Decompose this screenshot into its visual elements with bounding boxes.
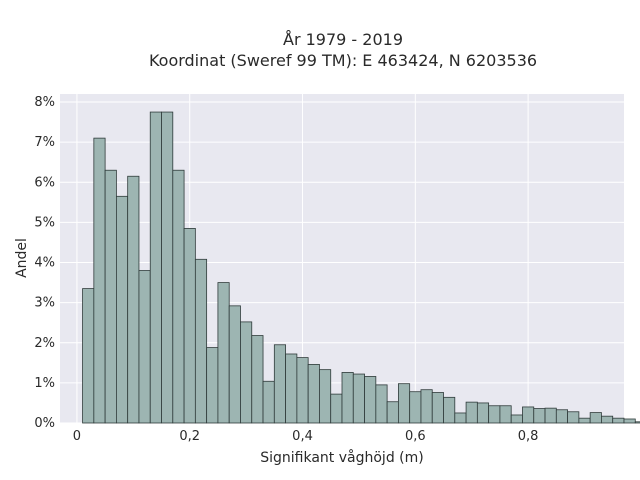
x-tick-label: 0,6 [405, 429, 426, 444]
chart-title-line1: År 1979 - 2019 [283, 30, 403, 49]
histogram-bar [488, 405, 501, 424]
histogram-bar [555, 409, 569, 424]
histogram-bar [634, 421, 640, 424]
histogram-bar [409, 391, 422, 424]
y-axis-ticks: 0% 1% 2% 3% 4% 5% 6% 7% 8% [34, 95, 55, 431]
histogram-bar [194, 258, 208, 424]
histogram-bar [454, 412, 467, 424]
histogram-bar [183, 228, 196, 424]
histogram-bars [82, 111, 640, 424]
histogram-bar [397, 383, 411, 424]
histogram-bar [228, 305, 241, 424]
histogram-bar [612, 417, 625, 424]
histogram-bar [364, 376, 377, 424]
histogram-bar [352, 373, 365, 424]
histogram-bar [499, 405, 512, 424]
histogram-bar [465, 401, 478, 424]
x-axis-ticks: 0 0,2 0,4 0,6 0,8 [73, 429, 539, 444]
y-tick-label: 6% [34, 175, 55, 190]
histogram-bar [307, 364, 320, 424]
y-tick-label: 1% [34, 376, 55, 391]
histogram-bar [533, 408, 546, 424]
histogram-bar [93, 137, 106, 424]
histogram-bar [601, 415, 614, 424]
histogram-bar [476, 402, 490, 424]
histogram-bar [623, 418, 636, 424]
histogram-bar [161, 111, 174, 424]
y-tick-label: 8% [34, 95, 55, 110]
histogram-bar [341, 372, 354, 424]
x-tick-label: 0 [73, 429, 81, 444]
y-tick-label: 3% [34, 296, 55, 311]
x-tick-label: 0,2 [179, 429, 200, 444]
histogram-bar [149, 111, 162, 424]
histogram-bar [375, 384, 388, 424]
histogram-bar [251, 335, 264, 424]
histogram-bar [510, 414, 523, 424]
histogram-bar [319, 369, 332, 424]
histogram-bar [285, 353, 298, 424]
y-tick-label: 5% [34, 215, 55, 230]
chart-title-line2: Koordinat (Sweref 99 TM): E 463424, N 62… [149, 51, 537, 70]
histogram-bar [386, 401, 399, 424]
histogram-bar [172, 169, 185, 424]
histogram-bar [522, 406, 535, 424]
histogram-bar [420, 389, 433, 424]
histogram-bar [443, 396, 456, 424]
y-tick-label: 7% [34, 135, 55, 150]
histogram-bar [589, 412, 602, 424]
y-tick-label: 2% [34, 336, 55, 351]
histogram-bar [127, 175, 140, 424]
histogram-bar [217, 282, 230, 424]
histogram-bar [431, 392, 444, 424]
histogram-bar [544, 407, 557, 424]
x-tick-label: 0,8 [518, 429, 539, 444]
histogram-bar [104, 169, 117, 424]
histogram-bar [296, 357, 309, 424]
histogram-bar [82, 288, 95, 424]
histogram-bar [262, 380, 275, 424]
y-axis-label: Andel [14, 238, 30, 278]
histogram-bar [567, 411, 580, 424]
histogram-bar [138, 270, 151, 424]
x-axis-label: Signifikant våghöjd (m) [260, 449, 423, 466]
histogram-bar [240, 321, 253, 424]
y-tick-label: 0% [34, 416, 55, 431]
histogram-bar [206, 347, 219, 424]
y-tick-label: 4% [34, 256, 55, 271]
histogram-bar [578, 417, 591, 424]
histogram-bar [116, 195, 129, 424]
histogram-bar [330, 393, 343, 424]
histogram-bar [273, 344, 287, 424]
x-tick-label: 0,4 [292, 429, 313, 444]
